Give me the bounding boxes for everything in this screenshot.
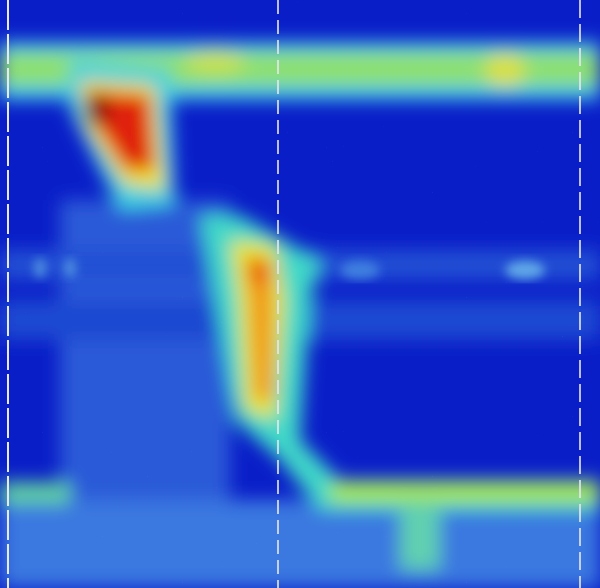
vertical-markers xyxy=(7,0,581,588)
